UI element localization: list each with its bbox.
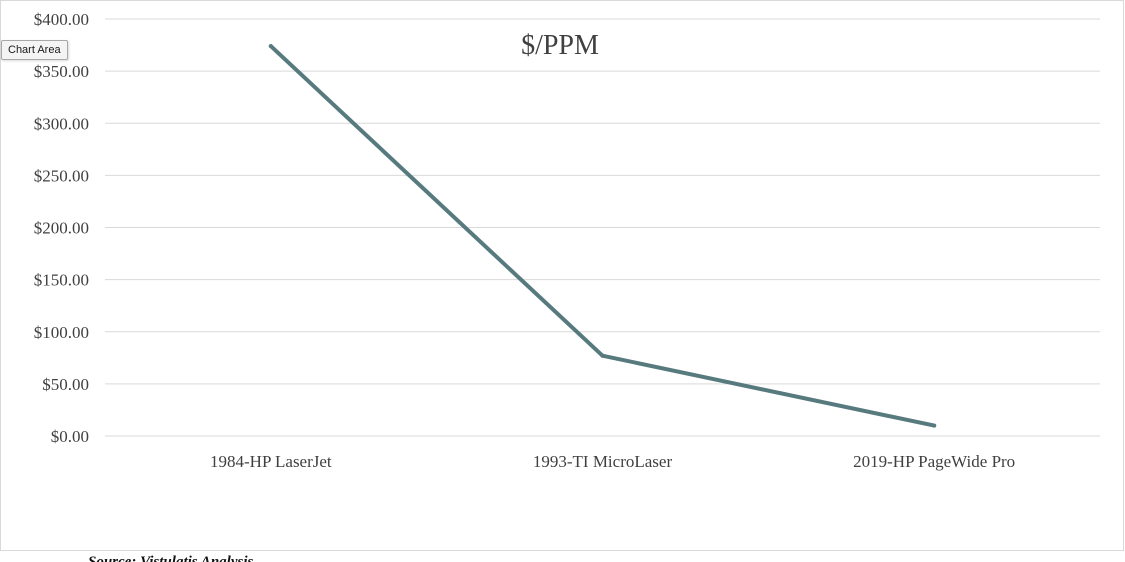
y-axis-tick-labels: $0.00 $50.00 $100.00 $150.00 $200.00 $250.00 $…	[34, 10, 89, 446]
y-tick-label: $50.00	[42, 375, 89, 394]
plot-area[interactable]	[268, 44, 937, 428]
source-note: Source: Vistulatis Analysis	[88, 554, 254, 562]
y-tick-label: $150.00	[34, 271, 89, 290]
y-tick-label: $100.00	[34, 323, 89, 342]
y-tick-label: $400.00	[34, 10, 89, 29]
gridlines	[105, 18, 1100, 437]
x-tick-label: 1984-HP LaserJet	[210, 452, 332, 471]
y-tick-label: $350.00	[34, 62, 89, 81]
chart-area-tooltip: Chart Area	[1, 40, 68, 60]
y-tick-label: $250.00	[34, 166, 89, 185]
x-axis-tick-labels: 1984-HP LaserJet 1993-TI MicroLaser 2019-H…	[210, 452, 1015, 471]
x-tick-label: 2019-HP PageWide Pro	[853, 452, 1015, 471]
y-tick-label: $200.00	[34, 219, 89, 238]
chart-border	[0, 0, 1124, 551]
data-point[interactable]	[268, 44, 273, 49]
data-point[interactable]	[600, 353, 605, 358]
y-tick-label: $0.00	[51, 427, 89, 446]
data-point[interactable]	[932, 423, 937, 428]
chart-title[interactable]: $/PPM	[521, 30, 599, 61]
x-tick-label: 1993-TI MicroLaser	[533, 452, 673, 471]
y-tick-label: $300.00	[34, 114, 89, 133]
